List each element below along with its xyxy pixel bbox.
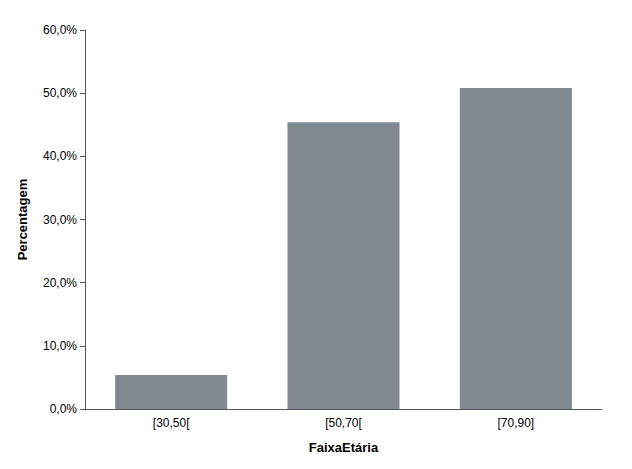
svg-text:FaixaEtária: FaixaEtária	[309, 440, 379, 455]
svg-text:60,0%: 60,0%	[43, 23, 77, 37]
svg-text:0,0%: 0,0%	[50, 402, 78, 416]
svg-text:40,0%: 40,0%	[43, 149, 77, 163]
svg-text:10,0%: 10,0%	[43, 339, 77, 353]
svg-text:[30,50[: [30,50[	[153, 416, 190, 430]
svg-text:Percentagem: Percentagem	[15, 179, 30, 261]
svg-text:[50,70[: [50,70[	[325, 416, 362, 430]
svg-text:20,0%: 20,0%	[43, 276, 77, 290]
svg-text:30,0%: 30,0%	[43, 213, 77, 227]
svg-text:50,0%: 50,0%	[43, 86, 77, 100]
svg-text:[70,90]: [70,90]	[497, 416, 534, 430]
